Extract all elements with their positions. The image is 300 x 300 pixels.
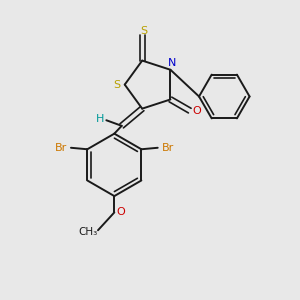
Text: O: O: [192, 106, 201, 116]
Text: Br: Br: [162, 143, 174, 153]
Text: O: O: [116, 207, 125, 218]
Text: N: N: [168, 58, 176, 68]
Text: CH₃: CH₃: [79, 227, 98, 237]
Text: S: S: [140, 26, 147, 36]
Text: Br: Br: [54, 143, 67, 153]
Text: H: H: [96, 114, 104, 124]
Text: S: S: [113, 80, 120, 90]
